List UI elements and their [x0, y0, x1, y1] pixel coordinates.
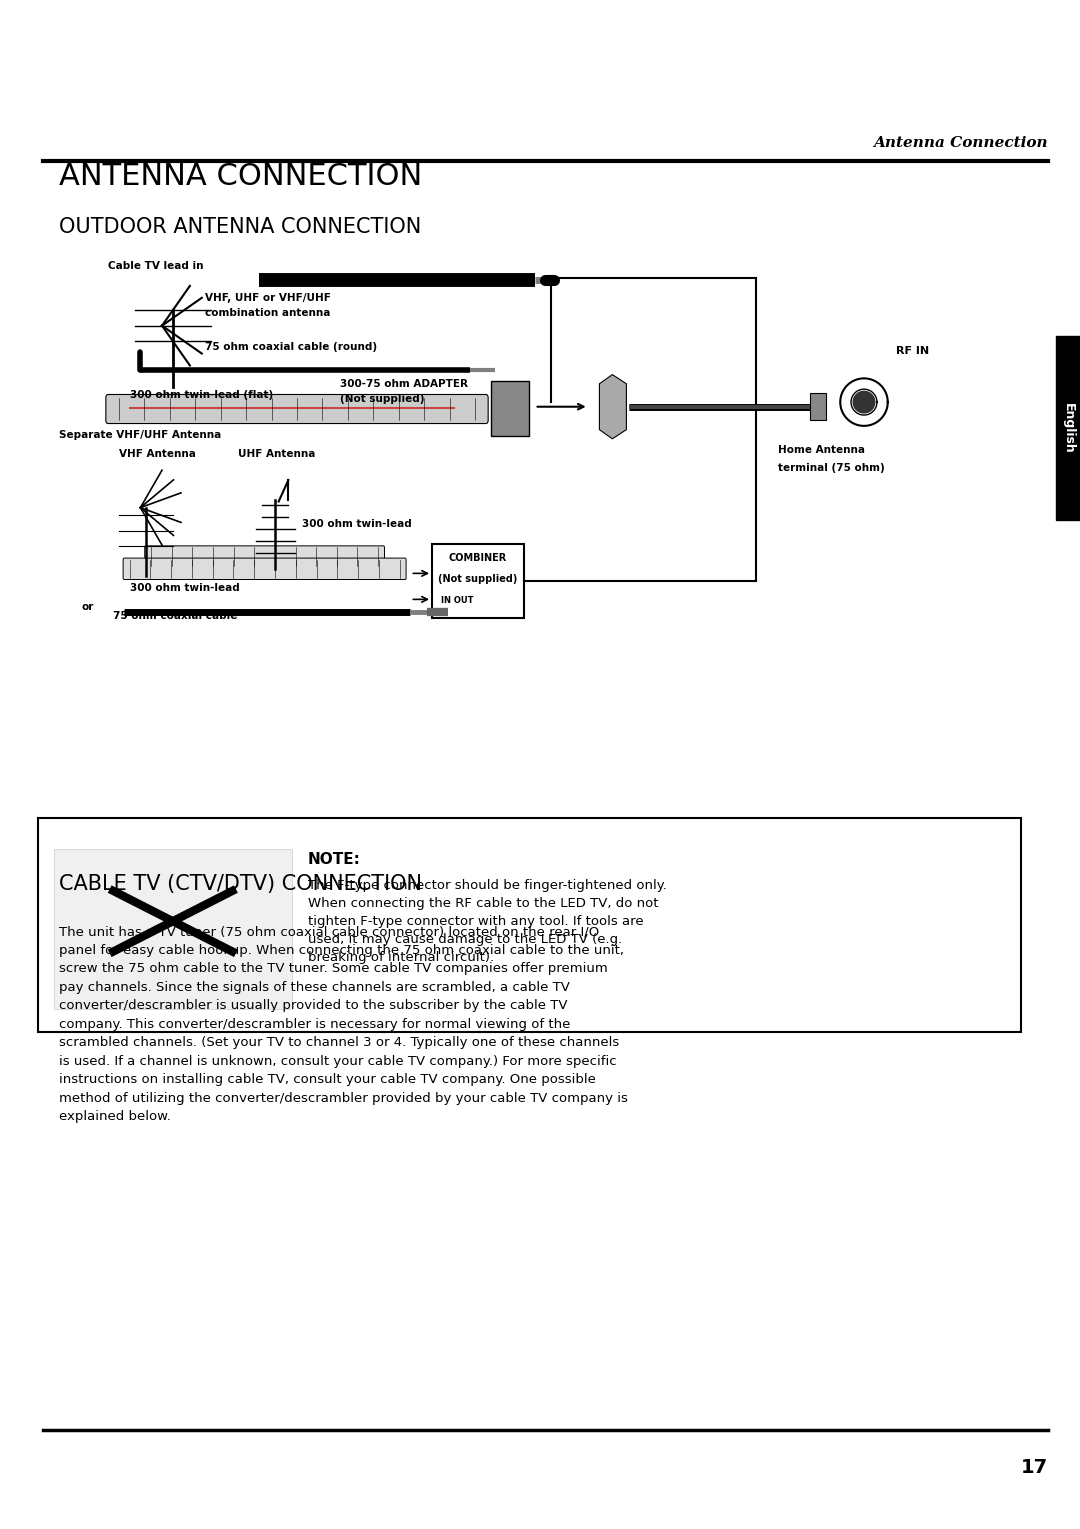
Text: 75 ohm coaxial cable: 75 ohm coaxial cable [113, 610, 238, 621]
Text: IN OUT: IN OUT [441, 596, 473, 605]
FancyBboxPatch shape [38, 818, 1021, 1032]
Text: 300 ohm twin-lead (flat): 300 ohm twin-lead (flat) [130, 390, 273, 401]
Bar [810, 393, 826, 420]
Text: VHF Antenna: VHF Antenna [119, 448, 195, 459]
Text: English: English [1062, 402, 1075, 454]
Bar [432, 544, 524, 618]
Text: Cable TV lead in: Cable TV lead in [108, 260, 203, 271]
Polygon shape [599, 375, 626, 439]
Text: 300-75 ohm ADAPTER: 300-75 ohm ADAPTER [340, 379, 469, 390]
Bar [54, 849, 292, 1009]
Text: 75 ohm coaxial cable (round): 75 ohm coaxial cable (round) [205, 341, 377, 352]
Text: The unit has a TV tuner (75 ohm coaxial cable connector) located on the rear I/O: The unit has a TV tuner (75 ohm coaxial … [59, 925, 629, 1122]
Text: CABLE TV (CTV/DTV) CONNECTION: CABLE TV (CTV/DTV) CONNECTION [59, 875, 422, 894]
Text: or: or [81, 601, 93, 612]
Text: COMBINER: COMBINER [449, 552, 507, 563]
Text: 300 ohm twin-lead: 300 ohm twin-lead [130, 583, 240, 593]
Polygon shape [853, 391, 875, 413]
FancyBboxPatch shape [1056, 336, 1080, 520]
FancyBboxPatch shape [145, 546, 384, 567]
Text: Home Antenna: Home Antenna [778, 445, 865, 456]
Text: NOTE:: NOTE: [308, 852, 361, 867]
Text: ANTENNA CONNECTION: ANTENNA CONNECTION [59, 162, 422, 191]
Text: terminal (75 ohm): terminal (75 ohm) [778, 463, 885, 474]
Text: VHF, UHF or VHF/UHF: VHF, UHF or VHF/UHF [205, 292, 332, 303]
Text: The F-type connector should be finger-tightened only.
When connecting the RF cab: The F-type connector should be finger-ti… [308, 879, 666, 965]
Text: Separate VHF/UHF Antenna: Separate VHF/UHF Antenna [59, 430, 221, 440]
Text: (Not supplied): (Not supplied) [340, 394, 424, 405]
Text: UHF Antenna: UHF Antenna [238, 448, 315, 459]
Text: 300 ohm twin-lead: 300 ohm twin-lead [302, 518, 413, 529]
Text: Antenna Connection: Antenna Connection [873, 136, 1048, 150]
FancyBboxPatch shape [123, 558, 406, 579]
FancyBboxPatch shape [106, 394, 488, 424]
Text: OUTDOOR ANTENNA CONNECTION: OUTDOOR ANTENNA CONNECTION [59, 217, 421, 237]
Text: combination antenna: combination antenna [205, 307, 330, 318]
FancyBboxPatch shape [491, 381, 529, 436]
Text: (Not supplied): (Not supplied) [438, 573, 517, 584]
Text: RF IN: RF IN [896, 346, 930, 356]
Text: 17: 17 [1021, 1459, 1048, 1477]
